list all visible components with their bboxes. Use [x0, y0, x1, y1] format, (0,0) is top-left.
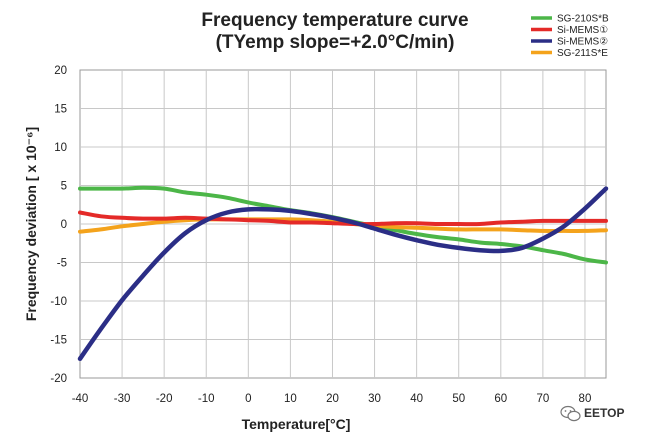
grid-lines	[80, 70, 606, 378]
y-tick-label: 0	[61, 219, 67, 231]
chart-title-line-2: (TYemp slope=+2.0°C/min)	[216, 32, 455, 53]
y-axis-ticks: -20 -15 -10 -5 0 5 10 15 20	[50, 65, 67, 385]
x-tick-label: 60	[494, 393, 507, 405]
x-tick-label: -30	[114, 393, 131, 405]
x-tick-label: -10	[198, 393, 215, 405]
legend-entry: Si-MEMS①	[557, 25, 608, 36]
y-tick-label: 5	[61, 181, 67, 193]
y-tick-label: 20	[54, 65, 67, 77]
x-tick-label: 0	[245, 393, 251, 405]
x-tick-label: 30	[368, 393, 381, 405]
y-tick-label: -10	[50, 296, 67, 308]
y-axis-label: Frequency deviation [ x 10⁻⁶]	[23, 127, 39, 321]
wechat-icon	[560, 405, 581, 422]
y-tick-label: -5	[57, 258, 67, 270]
y-tick-label: 15	[54, 104, 67, 116]
x-tick-label: -20	[156, 393, 173, 405]
x-tick-label: 80	[579, 393, 592, 405]
x-axis-ticks: -40 -30 -20 -10 0 10 20 30 40 50 60 70 80	[72, 393, 592, 405]
y-tick-label: -20	[50, 373, 67, 385]
x-tick-label: -40	[72, 393, 89, 405]
x-axis-label: Temperature[°C]	[242, 416, 351, 432]
watermark: EETOP	[560, 405, 624, 422]
series-line-si-mems	[78, 210, 608, 227]
legend-entry: SG-210S*B	[557, 14, 609, 25]
legend-entry: Si-MEMS②	[557, 37, 608, 48]
watermark-text: EETOP	[584, 406, 624, 420]
legend-entry: SG-211S*E	[557, 48, 608, 59]
x-tick-label: 70	[536, 393, 549, 405]
x-tick-label: 40	[410, 393, 423, 405]
x-tick-label: 10	[284, 393, 297, 405]
y-tick-label: 10	[54, 142, 67, 154]
y-tick-label: -15	[50, 335, 67, 347]
x-tick-label: 20	[326, 393, 339, 405]
x-tick-label: 50	[452, 393, 465, 405]
series-line-si-mems	[77, 186, 609, 362]
data-series	[77, 185, 609, 362]
chart-title-line-1: Frequency temperature curve	[201, 10, 468, 31]
